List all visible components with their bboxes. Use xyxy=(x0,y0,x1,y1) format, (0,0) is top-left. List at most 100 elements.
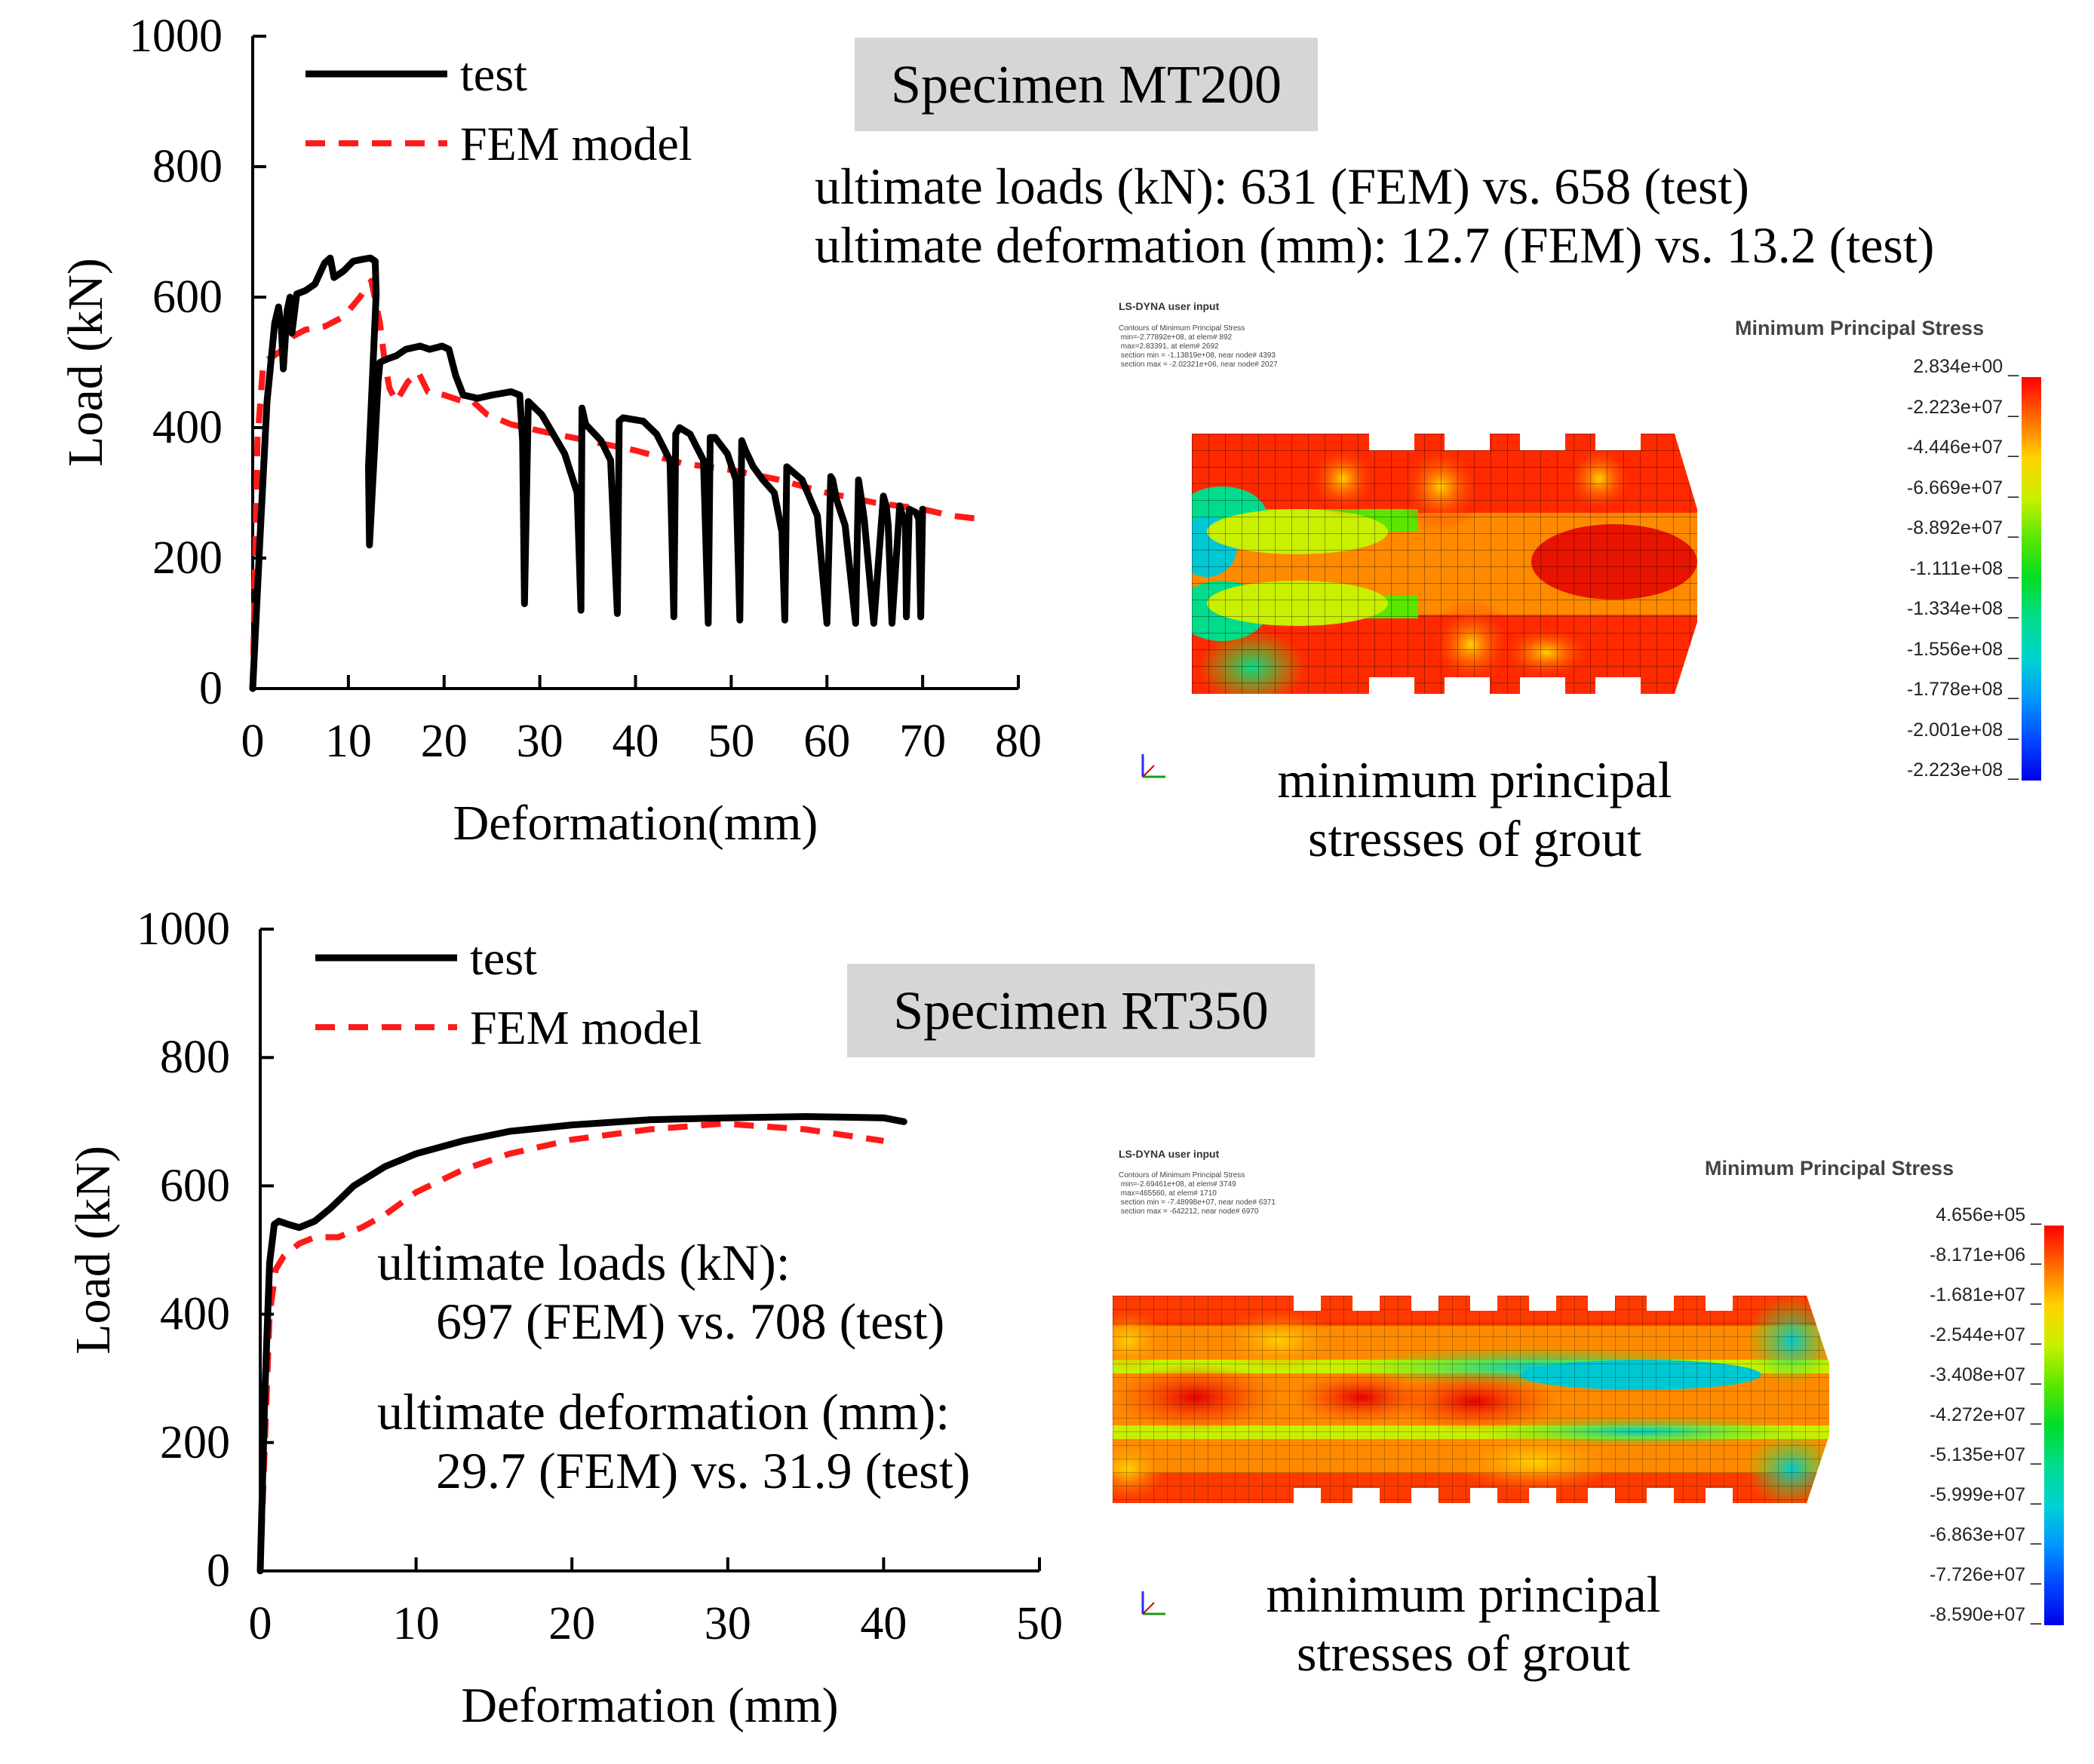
rt350-x-tick-label: 30 xyxy=(705,1598,751,1649)
colorbar-label: -5.999e+07 _ xyxy=(1929,1484,2041,1505)
rt350-y-tick-label: 0 xyxy=(207,1545,230,1597)
colorbar-label: -6.669e+07 _ xyxy=(1906,477,2019,499)
colorbar-segment xyxy=(2022,498,2041,538)
colorbar-label: -2.001e+08 _ xyxy=(1906,719,2019,741)
colorbar-label: -4.446e+07 _ xyxy=(1906,437,2019,458)
colorbar-label: -8.892e+07 _ xyxy=(1906,517,2019,538)
colorbar-segment xyxy=(2044,1226,2064,1265)
colorbar-segment xyxy=(2044,1385,2064,1425)
specimen-mt200-label: Specimen MT200 xyxy=(855,38,1318,131)
colorbar-label: -1.556e+08 _ xyxy=(1906,638,2019,660)
rt350-grout-contour xyxy=(1113,1296,1829,1503)
mt200-ultimate-loads: ultimate loads (kN): 631 (FEM) vs. 658 (… xyxy=(815,158,1749,215)
colorbar-label: 4.656e+05 _ xyxy=(1936,1204,2041,1226)
rt350-x-tick-label: 20 xyxy=(548,1598,595,1649)
mt200-legend-label-fem-model: FEM model xyxy=(460,117,692,170)
colorbar-segment xyxy=(2022,740,2041,781)
colorbar-segment xyxy=(2022,578,2041,619)
rt350-lsdyna-info: Contours of Minimum Principal Stress min… xyxy=(1119,1171,1276,1216)
colorbar-segment xyxy=(2022,377,2041,418)
mt200-x-tick-label: 70 xyxy=(899,716,946,767)
colorbar-segment xyxy=(2044,1505,2064,1545)
mt200-y-tick-label: 600 xyxy=(152,272,223,323)
rt350-x-tick-label: 0 xyxy=(249,1598,272,1649)
mt200-legend-label-test: test xyxy=(460,48,527,101)
rt350-lsdyna-header: LS-DYNA user input xyxy=(1119,1148,1220,1160)
colorbar-label: -2.544e+07 _ xyxy=(1929,1324,2041,1345)
rt350-x-tick-label: 10 xyxy=(393,1598,440,1649)
colorbar-label: -1.334e+08 _ xyxy=(1906,598,2019,619)
mt200-lsdyna-header: LS-DYNA user input xyxy=(1119,300,1220,312)
rt350-ultimate-deformation-label: ultimate deformation (mm): xyxy=(377,1383,950,1440)
rt350-ultimate-loads-label: ultimate loads (kN): xyxy=(377,1234,791,1291)
colorbar-label: -8.171e+06 _ xyxy=(1929,1244,2041,1265)
mt200-series-test xyxy=(249,254,926,692)
rt350-axis-triad-icon xyxy=(1135,1584,1173,1625)
colorbar-label: -5.135e+07 _ xyxy=(1929,1444,2041,1465)
colorbar-segment xyxy=(2044,1465,2064,1505)
mt200-x-tick-label: 10 xyxy=(325,716,372,767)
mt200-axis-triad-icon xyxy=(1135,747,1173,788)
rt350-colorbar xyxy=(2044,1226,2064,1625)
colorbar-label: -3.408e+07 _ xyxy=(1929,1364,2041,1385)
mt200-x-tick-label: 0 xyxy=(241,716,265,767)
rt350-x-tick-label: 40 xyxy=(860,1598,907,1649)
mt200-x-tick-label: 50 xyxy=(708,716,754,767)
mt200-y-tick-label: 0 xyxy=(199,663,223,714)
colorbar-label: -2.223e+07 _ xyxy=(1906,396,2019,418)
rt350-y-tick-label: 600 xyxy=(160,1160,230,1211)
mt200-y-axis-title: Load (kN) xyxy=(58,258,113,467)
colorbar-segment xyxy=(2022,659,2041,700)
mt200-lsdyna-info: Contours of Minimum Principal Stress min… xyxy=(1119,324,1278,369)
rt350-ultimate-loads-values: 697 (FEM) vs. 708 (test) xyxy=(436,1293,945,1350)
mt200-x-tick-label: 80 xyxy=(995,716,1042,767)
mt200-y-tick-label: 400 xyxy=(152,402,223,453)
colorbar-segment xyxy=(2044,1265,2064,1305)
mt200-caption-line2: stresses of grout xyxy=(1308,810,1641,868)
specimen-rt350-label: Specimen RT350 xyxy=(847,964,1315,1057)
mt200-x-tick-label: 30 xyxy=(517,716,563,767)
rt350-x-tick-label: 50 xyxy=(1016,1598,1063,1649)
colorbar-segment xyxy=(2044,1425,2064,1465)
rt350-colorbar-title: Minimum Principal Stress xyxy=(1705,1157,1954,1180)
colorbar-segment xyxy=(2022,458,2041,499)
colorbar-segment xyxy=(2022,538,2041,579)
rt350-caption: minimum principal stresses of grout xyxy=(1237,1565,1690,1683)
mt200-series-fem-model xyxy=(250,278,981,689)
mt200-caption: minimum principal stresses of grout xyxy=(1248,750,1701,868)
rt350-y-tick-label: 1000 xyxy=(137,903,230,955)
mt200-x-axis-title: Deformation(mm) xyxy=(453,796,818,851)
mt200-y-tick-label: 200 xyxy=(152,532,223,584)
rt350-series-test xyxy=(256,1113,907,1575)
rt350-caption-line1: minimum principal xyxy=(1266,1566,1661,1623)
colorbar-segment xyxy=(2022,619,2041,660)
colorbar-segment xyxy=(2044,1305,2064,1345)
mt200-grout-contour xyxy=(1192,434,1697,694)
rt350-x-axis-title: Deformation (mm) xyxy=(461,1678,838,1733)
colorbar-segment xyxy=(2022,417,2041,458)
rt350-series-fem-model xyxy=(257,1120,884,1572)
colorbar-label: -1.111e+08 _ xyxy=(1909,557,2019,579)
mt200-x-tick-label: 60 xyxy=(803,716,850,767)
colorbar-label: -2.223e+08 _ xyxy=(1906,759,2019,781)
mt200-x-tick-label: 40 xyxy=(613,716,659,767)
mt200-y-tick-label: 800 xyxy=(152,141,223,192)
colorbar-segment xyxy=(2022,700,2041,741)
rt350-legend-label-test: test xyxy=(470,931,537,985)
colorbar-label: -6.863e+07 _ xyxy=(1929,1524,2041,1545)
rt350-ultimate-deformation-values: 29.7 (FEM) vs. 31.9 (test) xyxy=(436,1442,971,1499)
rt350-caption-line2: stresses of grout xyxy=(1297,1624,1630,1683)
colorbar-label: -1.778e+08 _ xyxy=(1906,679,2019,700)
mt200-ultimate-deformation: ultimate deformation (mm): 12.7 (FEM) vs… xyxy=(815,216,1935,274)
colorbar-segment xyxy=(2044,1545,2064,1585)
mt200-caption-line1: minimum principal xyxy=(1277,751,1672,808)
rt350-y-tick-label: 400 xyxy=(160,1289,230,1340)
colorbar-segment xyxy=(2044,1345,2064,1385)
mt200-colorbar-title: Minimum Principal Stress xyxy=(1735,317,1985,339)
colorbar-label: -1.681e+07 _ xyxy=(1929,1284,2041,1305)
mt200-x-tick-label: 20 xyxy=(421,716,468,767)
colorbar-label: -4.272e+07 _ xyxy=(1929,1404,2041,1425)
colorbar-label: 2.834e+00 _ xyxy=(1913,356,2019,377)
